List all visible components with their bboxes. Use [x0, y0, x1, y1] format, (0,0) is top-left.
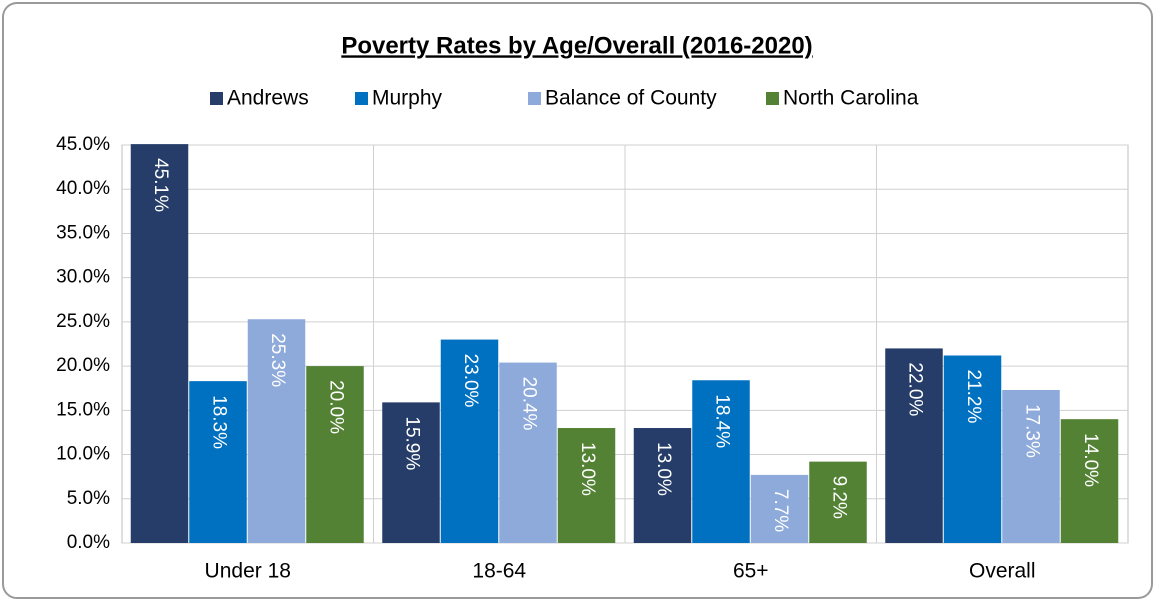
bar [692, 380, 750, 543]
bar [557, 428, 616, 543]
y-tick-label: 25.0% [56, 311, 110, 332]
legend-label: Andrews [227, 87, 309, 110]
data-label: 22.0% [904, 362, 925, 416]
x-tick-label: Overall [969, 560, 1036, 583]
bar [440, 339, 499, 543]
y-tick-label: 15.0% [56, 399, 110, 420]
data-label: 7.7% [770, 489, 791, 532]
legend-swatch [210, 92, 223, 105]
bar [247, 319, 306, 543]
bar [189, 381, 247, 543]
y-tick-label: 10.0% [56, 444, 110, 465]
data-label: 9.2% [828, 476, 849, 519]
legend-label: North Carolina [783, 87, 919, 110]
data-label: 15.9% [401, 416, 422, 470]
bar [943, 355, 1002, 543]
x-tick-label: Under 18 [205, 560, 291, 583]
bar [499, 362, 557, 543]
y-tick-label: 45.0% [56, 134, 110, 155]
bar [1060, 419, 1119, 543]
y-tick-label: 5.0% [67, 488, 110, 509]
legend-label: Balance of County [545, 87, 717, 110]
bar [885, 348, 943, 543]
bar [306, 366, 364, 543]
y-tick-label: 0.0% [67, 532, 110, 553]
data-label: 14.0% [1080, 433, 1101, 487]
data-label: 21.2% [963, 369, 984, 423]
bar [130, 144, 189, 544]
bar [633, 428, 692, 543]
data-label: 18.4% [711, 394, 732, 448]
y-tick-label: 40.0% [56, 178, 110, 199]
bar [382, 402, 440, 543]
y-tick-label: 20.0% [56, 355, 110, 376]
data-label: 18.3% [208, 395, 229, 449]
legend-swatch [355, 92, 368, 105]
x-tick-label: 65+ [733, 560, 769, 583]
legend-swatch [766, 92, 779, 105]
data-label: 20.0% [325, 380, 346, 434]
data-label: 25.3% [267, 333, 288, 387]
legend-label: Murphy [372, 87, 443, 110]
bar [809, 461, 867, 543]
data-label: 23.0% [460, 354, 481, 408]
data-label: 45.1% [150, 158, 171, 212]
x-tick-label: 18-64 [472, 560, 526, 583]
data-label: 17.3% [1021, 404, 1042, 458]
data-label: 13.0% [577, 442, 598, 496]
y-tick-label: 30.0% [56, 267, 110, 288]
data-label: 20.4% [518, 377, 539, 431]
data-label: 13.0% [653, 442, 674, 496]
y-tick-label: 35.0% [56, 222, 110, 243]
bar [750, 474, 809, 543]
legend-swatch [528, 92, 541, 105]
chart-title: Poverty Rates by Age/Overall (2016-2020) [341, 32, 812, 59]
bar [1002, 389, 1060, 543]
